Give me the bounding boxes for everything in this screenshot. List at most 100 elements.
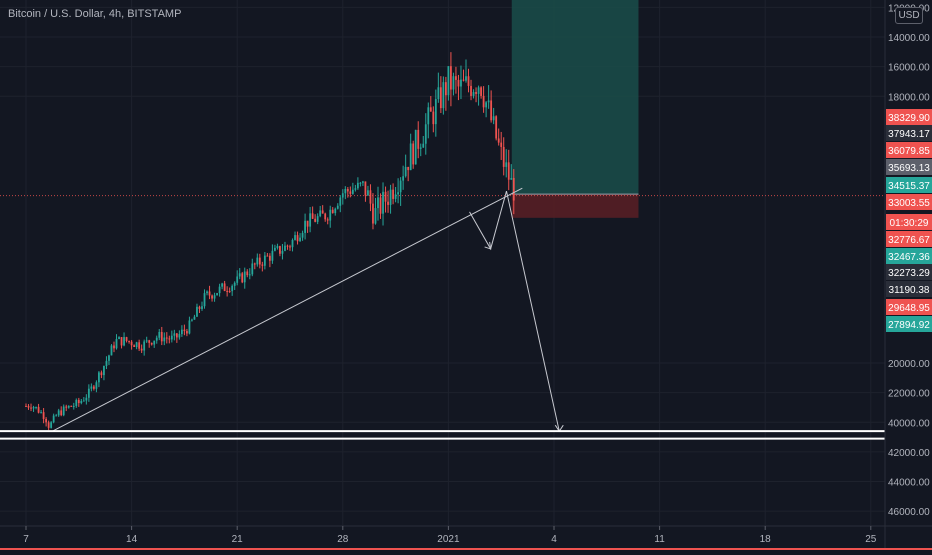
candle-body (223, 283, 226, 291)
price-tag[interactable]: 32776.67 (886, 231, 932, 247)
price-tag[interactable]: 32273.29 (886, 264, 932, 280)
currency-badge[interactable]: USD (895, 7, 923, 24)
candle-body (50, 422, 53, 428)
candle-body (407, 166, 410, 171)
candle-body (311, 213, 314, 219)
candle-body (85, 397, 88, 401)
candle-body (362, 181, 364, 183)
candle-body (243, 271, 246, 283)
price-tag-background (886, 159, 932, 175)
candle-body (246, 271, 249, 276)
candle-body (271, 250, 274, 261)
candle-body (82, 400, 85, 402)
candle-body (201, 306, 203, 309)
candle-body (110, 345, 113, 356)
candle-body (65, 406, 68, 408)
price-tag[interactable]: 35693.13 (886, 159, 932, 175)
price-tag[interactable]: 37943.17 (886, 125, 932, 141)
price-tag-background (886, 264, 932, 280)
candle-body (281, 250, 284, 254)
candle-body (387, 201, 389, 205)
trendline[interactable] (52, 187, 523, 432)
candle-body (62, 406, 65, 416)
price-tag-background (886, 299, 932, 315)
candle-body (304, 220, 306, 233)
candle-body (125, 337, 128, 341)
candle-body (253, 263, 256, 265)
candle-body (427, 107, 430, 125)
candle-body (25, 405, 27, 407)
candle-body (485, 102, 488, 108)
price-tag[interactable]: 29648.95 (886, 299, 932, 315)
price-tag[interactable]: 33003.55 (886, 194, 932, 210)
candle-body (263, 255, 266, 266)
candle-body (92, 386, 95, 389)
price-tag[interactable]: 27894.92 (886, 316, 932, 332)
candle-body (294, 235, 296, 240)
loss-zone[interactable] (511, 194, 639, 218)
candle-body (377, 197, 379, 209)
candle-body (32, 407, 35, 409)
candle-body (470, 85, 472, 96)
price-tag[interactable]: 34515.37 (886, 177, 932, 193)
candle-body (108, 355, 110, 361)
candle-body (336, 205, 339, 209)
candle-body (490, 100, 493, 121)
candle-body (35, 406, 37, 408)
candle-body (299, 237, 301, 242)
candle-body (510, 177, 513, 180)
candle-body (163, 337, 166, 342)
candle-body (462, 79, 465, 81)
candle-body (188, 320, 191, 334)
price-tag[interactable]: 31190.38 (886, 281, 932, 297)
projection-path[interactable] (469, 191, 560, 432)
candle-body (450, 66, 452, 90)
price-tag[interactable]: 36079.85 (886, 142, 932, 158)
candle-body (105, 360, 108, 366)
candle-body (286, 245, 289, 247)
candle-body (236, 276, 239, 283)
candle-body (319, 210, 322, 217)
candle-body (419, 147, 422, 149)
candle-body (143, 341, 146, 351)
candle-body (495, 116, 498, 139)
candle-body (409, 143, 412, 171)
candle-body (369, 190, 372, 204)
candle-body (480, 87, 482, 96)
candle-body (130, 341, 133, 346)
candle-body (231, 285, 234, 292)
price-tag[interactable]: 32467.36 (886, 248, 932, 264)
price-tag-background (886, 142, 932, 158)
price-tag[interactable]: 38329.90 (886, 109, 932, 125)
candle-body (439, 87, 442, 109)
candle-body (57, 410, 60, 416)
candle-body (175, 333, 178, 338)
long-position-tool[interactable] (0, 0, 885, 218)
candle-body (155, 337, 158, 341)
drawing-tools[interactable] (0, 187, 885, 440)
price-tag-background (886, 281, 932, 297)
candle-body (374, 208, 377, 224)
candle-body (432, 111, 435, 125)
candle-body (170, 335, 173, 340)
candle-body (178, 334, 181, 338)
candle-body (208, 291, 211, 296)
candle-body (193, 316, 196, 320)
candle-body (364, 181, 367, 196)
price-tag-label: 01:30:29 (890, 218, 929, 229)
candle-body (384, 191, 387, 202)
candle-body (213, 295, 216, 299)
price-tag-background (886, 248, 932, 264)
profit-zone[interactable] (511, 0, 639, 195)
price-tag[interactable]: 01:30:29 (886, 214, 932, 230)
candle-body (158, 331, 161, 338)
candle-body (402, 176, 405, 181)
candle-body (90, 386, 93, 389)
price-tick-label: 42000.00 (888, 448, 930, 459)
candlestick-series (25, 52, 515, 431)
symbol-title[interactable]: Bitcoin / U.S. Dollar, 4h, BITSTAMP (8, 8, 182, 20)
candle-body (258, 257, 261, 265)
candle-body (266, 255, 269, 257)
